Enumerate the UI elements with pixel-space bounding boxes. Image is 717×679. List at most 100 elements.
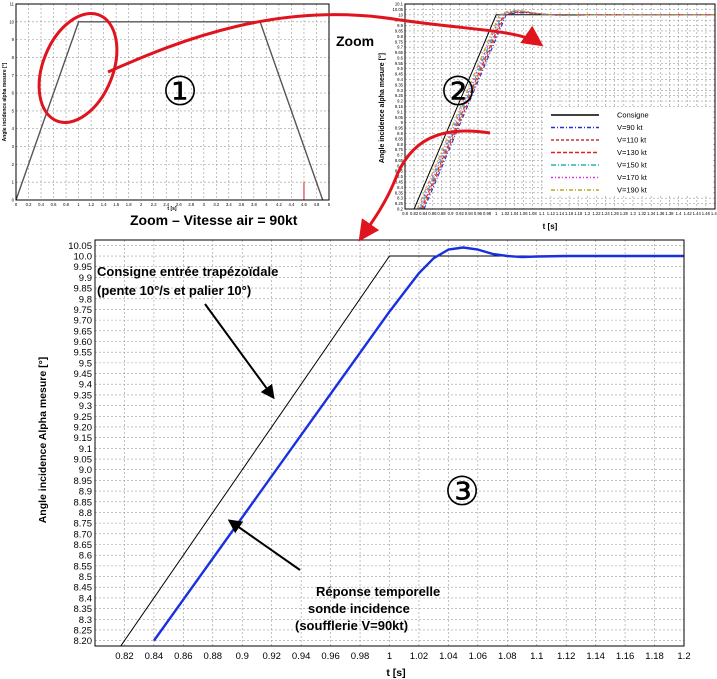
zoom-speeds-y-label: Angle incidence alpha mesure [°] — [378, 53, 386, 163]
x-tick-label: 1.44 — [693, 211, 702, 216]
x-tick-label: 0.92 — [456, 211, 465, 216]
y-tick-label: 8.6 — [79, 551, 92, 562]
x-tick-label: 0.86 — [174, 651, 193, 662]
y-tick-label: 8.9 — [397, 131, 403, 136]
y-tick-label: 8.85 — [395, 136, 404, 141]
x-tick-label: 0.82 — [115, 651, 134, 662]
y-tick-label: 9.9 — [397, 23, 403, 28]
x-tick-label: 1.4 — [676, 211, 682, 216]
x-tick-label: 3.8 — [251, 202, 257, 207]
y-tick-label: 8.95 — [395, 126, 404, 131]
reponse-annotation-line2: sonde incidence — [308, 601, 410, 616]
y-tick-label: 9.20 — [74, 422, 93, 433]
y-tick-label: 9.3 — [397, 88, 403, 93]
y-tick-label: 9.7 — [397, 45, 403, 50]
legend-entry: V=90 kt — [617, 123, 644, 132]
legend-entry: V=170 kt — [617, 173, 648, 182]
y-tick-label: 1 — [12, 180, 15, 185]
y-tick-label: 8.55 — [74, 561, 93, 572]
y-tick-label: 2 — [12, 162, 15, 167]
x-tick-label: 1.02 — [501, 211, 510, 216]
x-tick-label: 1.2 — [88, 202, 94, 207]
zoom-90kt-chart: 0.82 0.84 0.86 0.88 0.9 0.92 0.94 0.96 0.98 1 1.02… — [37, 240, 691, 679]
x-tick-label: 1.32 — [638, 211, 647, 216]
x-tick-label: 0.8 — [402, 211, 408, 216]
x-tick-label: 1.12 — [547, 211, 556, 216]
x-tick-label: 1.04 — [439, 651, 458, 662]
y-tick-label: 8.25 — [395, 201, 404, 206]
x-tick-label: 1.1 — [530, 651, 543, 662]
y-tick-label: 8 — [12, 55, 15, 60]
x-tick-label: 1.22 — [592, 211, 601, 216]
y-tick-label: 9 — [401, 120, 404, 125]
y-tick-label: 8.3 — [397, 196, 403, 201]
x-tick-label: 1.24 — [602, 211, 611, 216]
y-tick-label: 4 — [12, 126, 15, 131]
x-tick-label: 2.2 — [151, 202, 157, 207]
y-tick-label: 9.85 — [74, 284, 93, 295]
y-tick-label: 9.15 — [74, 433, 93, 444]
x-tick-label: 4.4 — [289, 202, 295, 207]
y-tick-label: 8.8 — [79, 508, 92, 519]
x-tick-label: 0.86 — [428, 211, 437, 216]
x-tick-label: 0.9 — [236, 651, 249, 662]
y-tick-label: 9.1 — [79, 444, 92, 455]
x-tick-label: 3 — [203, 202, 206, 207]
y-tick-label: 7 — [12, 73, 15, 78]
x-tick-label: 4 — [265, 202, 268, 207]
y-tick-label: 9.4 — [397, 77, 403, 82]
x-tick-label: 4.8 — [314, 202, 320, 207]
x-tick-label: 1.08 — [498, 651, 517, 662]
x-tick-label: 1 — [495, 211, 498, 216]
overview-badge: ① — [162, 69, 198, 115]
y-tick-label: 9.85 — [395, 28, 404, 33]
x-tick-label: 1.14 — [586, 651, 605, 662]
y-tick-label: 9.05 — [395, 115, 404, 120]
y-tick-label: 8.7 — [397, 153, 403, 158]
x-tick-label: 1.04 — [510, 211, 519, 216]
x-tick-label: 0.4 — [38, 202, 44, 207]
y-tick-label: 9.70 — [74, 316, 93, 327]
y-tick-label: 9.65 — [395, 50, 404, 55]
zoom-90kt-badge: ③ — [444, 469, 480, 515]
x-tick-label: 0.84 — [145, 651, 164, 662]
y-tick-label: 9 — [12, 37, 15, 42]
zoom-label: Zoom — [336, 33, 374, 49]
y-tick-label: 9.35 — [395, 82, 404, 87]
y-tick-label: 9.9 — [79, 273, 92, 284]
y-tick-label: 9.1 — [397, 109, 403, 114]
y-tick-label: 9.65 — [74, 326, 93, 337]
x-tick-label: 1.48 — [711, 211, 717, 216]
x-tick-label: 1.36 — [656, 211, 665, 216]
x-tick-label: 2 — [140, 202, 143, 207]
y-tick-label: 9.5 — [397, 66, 403, 71]
x-tick-label: 2.8 — [188, 202, 194, 207]
y-tick-label: 8.4 — [397, 185, 403, 190]
consigne-annotation-line1: Consigne entrée trapézoïdale — [97, 264, 278, 279]
y-tick-label: 5 — [12, 108, 15, 113]
x-tick-label: 1.08 — [529, 211, 538, 216]
x-tick-label: 1.3 — [630, 211, 636, 216]
y-tick-label: 8.2 — [397, 207, 403, 212]
zoom-speeds-x-label: t [s] — [543, 222, 558, 231]
x-tick-label: 0.96 — [474, 211, 483, 216]
legend-entry: V=110 kt — [617, 136, 647, 145]
x-tick-label: 1 — [387, 651, 392, 662]
y-tick-label: 9.25 — [74, 412, 93, 423]
y-tick-label: 9.55 — [395, 61, 404, 66]
x-tick-label: 0.88 — [204, 651, 223, 662]
y-tick-label: 8.70 — [74, 529, 93, 540]
y-tick-label: 9.0 — [79, 465, 92, 476]
y-tick-label: 8.45 — [74, 583, 93, 594]
x-tick-label: 0.82 — [410, 211, 419, 216]
reponse-annotation-line3: (soufflerie V=90kt) — [295, 618, 408, 633]
x-tick-label: 3.4 — [226, 202, 232, 207]
y-tick-label: 8.65 — [74, 540, 93, 551]
x-tick-label: 4.6 — [301, 202, 307, 207]
y-tick-label: 10.05 — [393, 7, 404, 12]
x-tick-label: 1.16 — [565, 211, 574, 216]
x-tick-label: 1.6 — [113, 202, 119, 207]
x-tick-label: 1.34 — [647, 211, 656, 216]
zoom-speeds-badge: ② — [440, 69, 476, 115]
y-tick-label: 10.05 — [68, 241, 92, 252]
